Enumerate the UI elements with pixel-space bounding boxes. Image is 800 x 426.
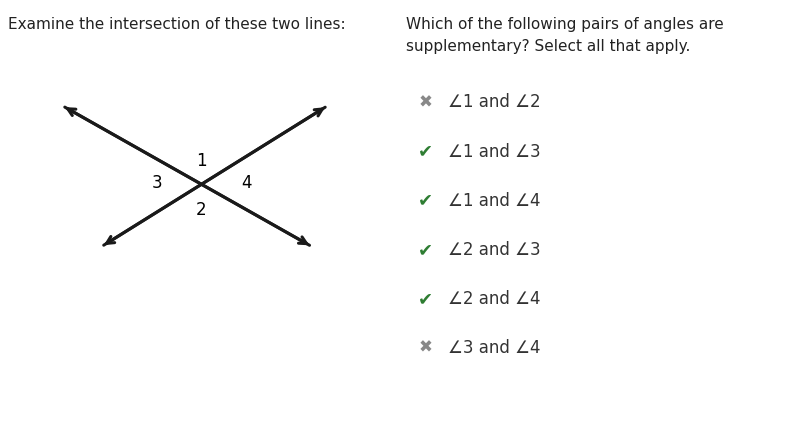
Text: ∠1 and ∠2: ∠1 and ∠2 (449, 93, 541, 111)
Text: ✔: ✔ (418, 191, 433, 209)
Text: ✖: ✖ (418, 338, 432, 356)
Text: 4: 4 (241, 174, 251, 192)
Text: ∠2 and ∠3: ∠2 and ∠3 (449, 240, 541, 258)
Text: 3: 3 (151, 174, 162, 192)
Text: Which of the following pairs of angles are
supplementary? Select all that apply.: Which of the following pairs of angles a… (406, 17, 723, 54)
Text: ✔: ✔ (418, 240, 433, 258)
Text: ∠1 and ∠4: ∠1 and ∠4 (449, 191, 541, 209)
Text: ✔: ✔ (418, 289, 433, 307)
Text: 2: 2 (196, 200, 206, 218)
Text: ∠3 and ∠4: ∠3 and ∠4 (449, 338, 541, 356)
Text: Examine the intersection of these two lines:: Examine the intersection of these two li… (8, 17, 346, 32)
Text: ✔: ✔ (418, 142, 433, 160)
Text: 1: 1 (196, 152, 206, 170)
Text: ∠2 and ∠4: ∠2 and ∠4 (449, 289, 541, 307)
Text: ∠1 and ∠3: ∠1 and ∠3 (449, 142, 541, 160)
Text: ✖: ✖ (418, 93, 432, 111)
